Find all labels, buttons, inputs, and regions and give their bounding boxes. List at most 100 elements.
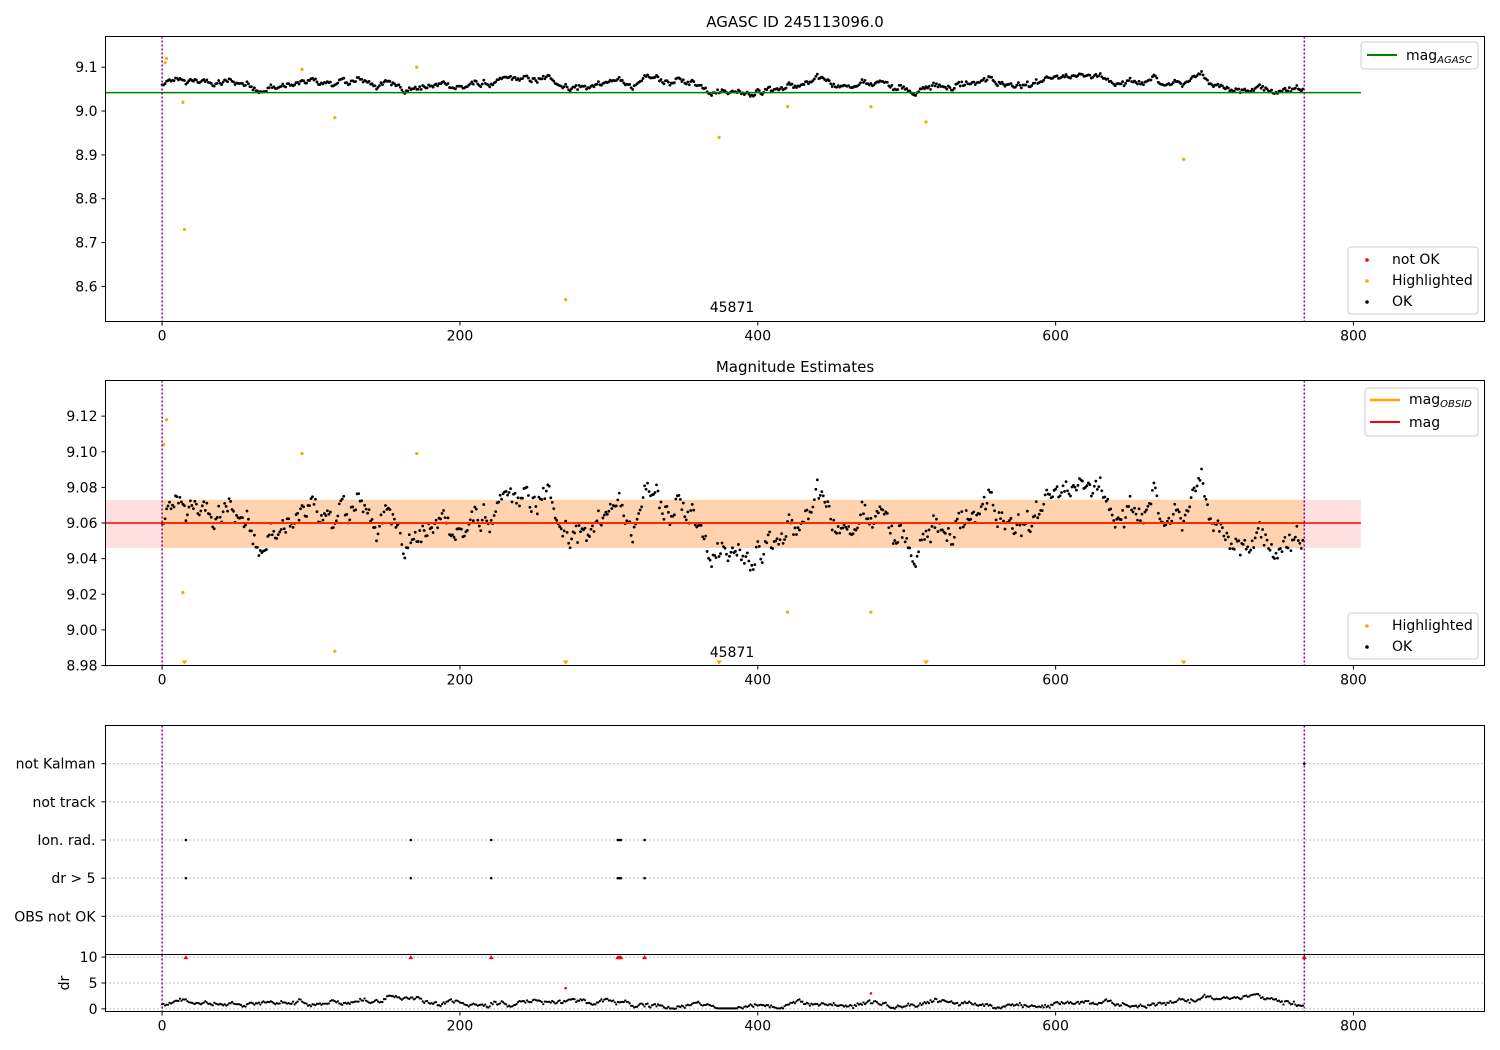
p2-ok-point bbox=[1280, 550, 1284, 554]
p4-dr-point bbox=[1176, 999, 1179, 1002]
p2-ok-point bbox=[1225, 531, 1229, 535]
p4-dr-point bbox=[295, 1001, 298, 1004]
p4-dr-point bbox=[1111, 1001, 1114, 1004]
p4-dr-point bbox=[674, 1007, 677, 1010]
p2-ok-point bbox=[1246, 545, 1250, 549]
panel-magnitude-obsid bbox=[161, 380, 1306, 666]
p1-highlighted-point bbox=[924, 120, 928, 124]
p4-dr-point bbox=[1021, 1006, 1024, 1009]
p2-ok-point bbox=[1171, 512, 1175, 516]
p2-ok-point bbox=[824, 505, 828, 508]
p3-category-label-3: dr > 5 bbox=[51, 871, 95, 887]
p2-ok-point bbox=[212, 527, 216, 531]
p2-ok-point bbox=[832, 518, 836, 522]
p4-dr-clipped-marker bbox=[488, 955, 494, 960]
p2-ok-point bbox=[845, 527, 849, 531]
p2-ok-point bbox=[255, 546, 259, 549]
p2-ok-point bbox=[1279, 547, 1282, 550]
p2-ok-point bbox=[1296, 539, 1300, 542]
p4-dr-point bbox=[555, 1001, 558, 1005]
p1-ok-point bbox=[315, 80, 319, 84]
p2-ok-point bbox=[200, 504, 204, 508]
p2-ok-point bbox=[480, 518, 484, 522]
p4-dr-point bbox=[752, 1005, 755, 1008]
p1-ok-point bbox=[1002, 82, 1005, 86]
p2-ok-point bbox=[1295, 524, 1299, 528]
p2-ok-point bbox=[778, 538, 782, 542]
p2-ok-point bbox=[521, 496, 524, 500]
p1-ok-point bbox=[217, 79, 221, 82]
p2-ok-point bbox=[766, 533, 770, 537]
p4-dr-point bbox=[643, 1005, 646, 1008]
p2-ok-point bbox=[754, 545, 758, 549]
p4-dr-point bbox=[851, 1006, 855, 1010]
p2-ok-point bbox=[442, 509, 445, 512]
p2-ok-point bbox=[406, 546, 410, 550]
p1-ok-point bbox=[565, 85, 569, 89]
p2-ok-point bbox=[902, 529, 906, 533]
p1-ok-point bbox=[902, 85, 906, 89]
p2-ok-point bbox=[914, 565, 918, 568]
p1-ok-point bbox=[1128, 76, 1132, 80]
p2-ok-point bbox=[826, 500, 830, 504]
p1-ok-point bbox=[1127, 79, 1130, 83]
p2-ok-point bbox=[282, 527, 286, 531]
p1-ok-point bbox=[406, 89, 410, 93]
p4-dr-point bbox=[804, 1002, 807, 1006]
p1-ok-point bbox=[367, 80, 371, 83]
p2-ok-point bbox=[1098, 476, 1102, 480]
p4-dr-point bbox=[1117, 1003, 1120, 1006]
p1-ok-point bbox=[805, 80, 809, 83]
p1-ok-point bbox=[832, 82, 836, 86]
p1-ok-point bbox=[760, 93, 764, 96]
p4-dr-point bbox=[259, 1003, 262, 1006]
p4-dr-point bbox=[561, 1001, 564, 1005]
p4-dr-point bbox=[1198, 998, 1202, 1001]
p2-ok-point bbox=[1241, 542, 1245, 546]
p1-ok-point bbox=[1179, 82, 1183, 85]
p2-ok-point bbox=[1194, 489, 1197, 493]
p2-ok-point bbox=[585, 539, 588, 543]
p1-ok-point bbox=[667, 80, 670, 84]
p2-ok-point bbox=[540, 498, 544, 501]
p2-ok-point bbox=[1229, 542, 1233, 546]
p4-dr-point bbox=[1294, 1003, 1297, 1006]
p1-ok-point bbox=[592, 85, 596, 89]
p4-dr-point bbox=[1237, 996, 1240, 1000]
p2-ok-point bbox=[315, 510, 319, 514]
p3-category-label-2: Ion. rad. bbox=[37, 833, 95, 849]
p2-ok-point bbox=[476, 518, 480, 522]
p2-ok-point bbox=[1173, 502, 1177, 506]
p4-dr-point bbox=[735, 1007, 739, 1010]
p1-ok-point bbox=[547, 74, 551, 78]
p4-dr-point bbox=[1209, 995, 1212, 998]
p1-ok-point bbox=[1121, 80, 1125, 84]
p1-ok-point bbox=[468, 82, 472, 86]
p4-dr-point bbox=[923, 1001, 926, 1004]
p4-dr-point bbox=[494, 1000, 497, 1004]
p4-dr-point bbox=[798, 998, 801, 1001]
p4-dr-point bbox=[792, 1000, 795, 1003]
p2-ok-point bbox=[915, 554, 919, 558]
p2-ok-point bbox=[1191, 488, 1195, 492]
p2-ok-point bbox=[1176, 508, 1180, 512]
p2-ok-point bbox=[1200, 467, 1203, 471]
p1-ok-point bbox=[1188, 79, 1192, 83]
panel-agasc-obsid-label: 45871 bbox=[710, 300, 755, 316]
p2-ok-point bbox=[783, 538, 786, 541]
p4-dr-point bbox=[1060, 1000, 1063, 1004]
p2-ok-point bbox=[454, 538, 457, 542]
p4-dr-point bbox=[893, 1007, 896, 1010]
p2-ok-point bbox=[518, 504, 521, 508]
p4-dr-point bbox=[1201, 995, 1205, 998]
p2-ok-point bbox=[652, 493, 655, 496]
p4-dr-point bbox=[516, 1001, 520, 1004]
p1-ok-point bbox=[1252, 89, 1256, 93]
p4-dr-point bbox=[558, 999, 561, 1002]
p4-dr-point bbox=[667, 1005, 670, 1008]
p2-ok-point bbox=[226, 509, 230, 513]
p1-ok-point bbox=[1226, 86, 1230, 90]
p2-ok-point bbox=[756, 540, 760, 543]
p2-ok-point bbox=[215, 516, 219, 519]
